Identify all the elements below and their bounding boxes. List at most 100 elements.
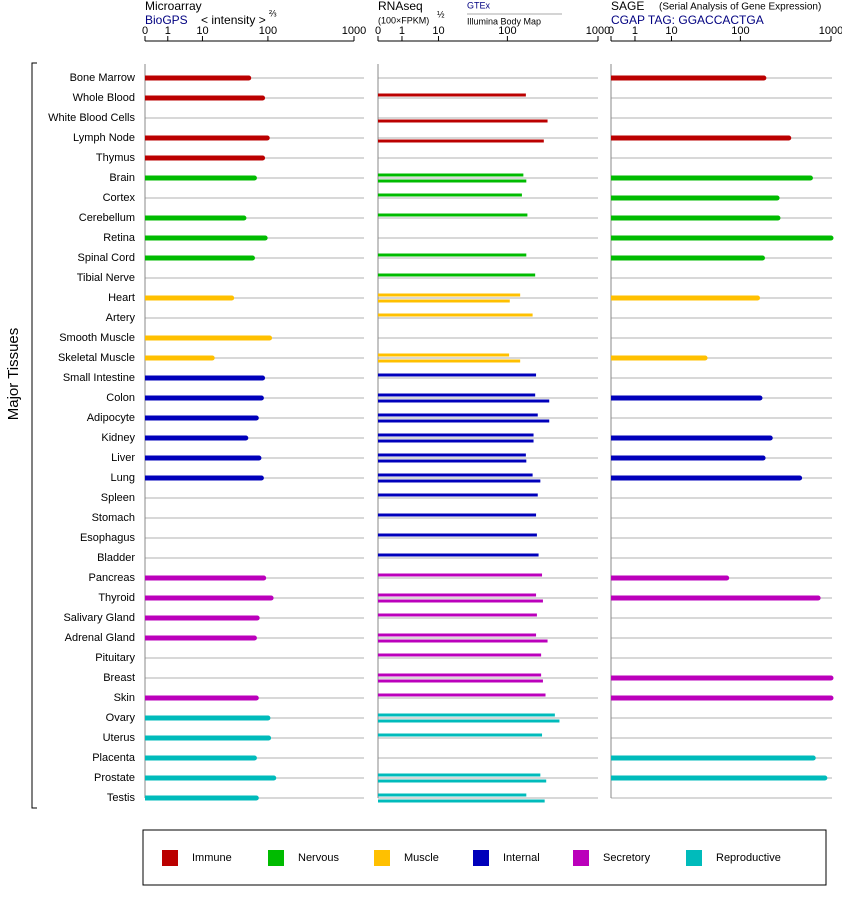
bar	[378, 139, 544, 143]
bar	[378, 513, 537, 517]
bar-cap	[260, 155, 266, 161]
bar	[145, 255, 253, 261]
bar	[378, 173, 524, 177]
bar-cap	[258, 475, 264, 481]
bar	[611, 75, 764, 81]
tissue-label: Lung	[111, 472, 135, 484]
bar	[145, 215, 244, 221]
x-tick-label: 1	[632, 25, 638, 37]
bracket	[31, 62, 37, 809]
bar	[378, 779, 547, 783]
tissue-label: Artery	[106, 312, 136, 324]
bar	[378, 373, 537, 377]
bar-cap	[249, 255, 255, 261]
bar	[145, 695, 257, 701]
bar	[611, 195, 778, 201]
bar-cap	[775, 215, 781, 221]
bar-cap	[828, 235, 834, 241]
bar-cap	[760, 455, 766, 461]
bar	[145, 575, 264, 581]
bar	[145, 715, 268, 721]
bar	[378, 553, 539, 557]
panel-source: CGAP TAG: GGACCACTGA	[611, 13, 764, 27]
x-tick-label: 10	[432, 25, 444, 37]
bar	[378, 293, 521, 297]
bar	[378, 733, 543, 737]
bar-cap	[266, 735, 272, 741]
tissue-label: Spleen	[101, 492, 135, 504]
bar	[145, 375, 263, 381]
bar	[611, 355, 706, 361]
bar-cap	[251, 755, 257, 761]
tissue-label: Spinal Cord	[78, 252, 135, 264]
bar-cap	[815, 595, 821, 601]
bar-cap	[256, 455, 262, 461]
bar	[378, 533, 537, 537]
panel-title: Microarray	[145, 0, 202, 13]
tissue-label: Thyroid	[98, 592, 135, 604]
x-tick-label: 10	[196, 25, 208, 37]
bar	[611, 295, 758, 301]
panel-title: RNAseq	[378, 0, 423, 13]
bar	[378, 313, 533, 317]
bar	[378, 353, 510, 357]
legend-swatch	[268, 850, 284, 866]
bar	[378, 473, 533, 477]
bar-cap	[767, 435, 773, 441]
bar	[145, 795, 257, 801]
tissue-label: Pituitary	[95, 652, 135, 664]
y-axis-label: Major Tissues	[5, 328, 22, 421]
tissue-label: Cortex	[103, 192, 136, 204]
legend-swatch	[473, 850, 489, 866]
x-tick-label: 100	[498, 25, 516, 37]
tissue-label: Esophagus	[80, 532, 136, 544]
legend-label: Reproductive	[716, 852, 781, 864]
tissue-label: Salivary Gland	[63, 612, 135, 624]
bar-cap	[807, 175, 813, 181]
bar-cap	[797, 475, 803, 481]
bar	[378, 599, 543, 603]
legend-label: Secretory	[603, 852, 651, 864]
bar	[378, 453, 526, 457]
bar	[378, 653, 542, 657]
bar-cap	[209, 355, 215, 361]
tissue-label: Adipocyte	[87, 412, 135, 424]
bar	[145, 235, 266, 241]
bar	[378, 673, 542, 677]
x-tick-label: 1000	[819, 25, 842, 37]
bar	[378, 393, 536, 397]
legend-label: Internal	[503, 852, 540, 864]
tissue-label: Stomach	[92, 512, 135, 524]
x-tick-label: 1	[165, 25, 171, 37]
tissue-label: Testis	[107, 792, 136, 804]
panel-source: BioGPS	[145, 13, 188, 27]
bar	[378, 713, 555, 717]
x-tick-label: 0	[375, 25, 381, 37]
bar	[611, 675, 831, 681]
bar-cap	[724, 575, 730, 581]
bar	[611, 235, 831, 241]
tissue-label: Ovary	[106, 712, 136, 724]
tissue-label: Cerebellum	[79, 212, 135, 224]
tissue-label: Pancreas	[89, 572, 136, 584]
tissue-label: Thymus	[96, 152, 136, 164]
bar	[145, 455, 259, 461]
tissue-label: Liver	[111, 452, 135, 464]
bar	[145, 615, 258, 621]
bar-cap	[786, 135, 792, 141]
legend-swatch	[162, 850, 178, 866]
bar-cap	[268, 595, 274, 601]
legend-swatch	[374, 850, 390, 866]
tissue-label: Skeletal Muscle	[58, 352, 135, 364]
bar	[378, 119, 548, 123]
tissue-label: Bone Marrow	[70, 72, 135, 84]
x-tick-label: 1000	[342, 25, 366, 37]
bar	[611, 255, 763, 261]
bar	[378, 679, 543, 683]
tissue-label: Uterus	[103, 732, 136, 744]
legend-swatch	[686, 850, 702, 866]
bar	[378, 213, 528, 217]
bar	[378, 479, 541, 483]
bar-cap	[253, 415, 259, 421]
